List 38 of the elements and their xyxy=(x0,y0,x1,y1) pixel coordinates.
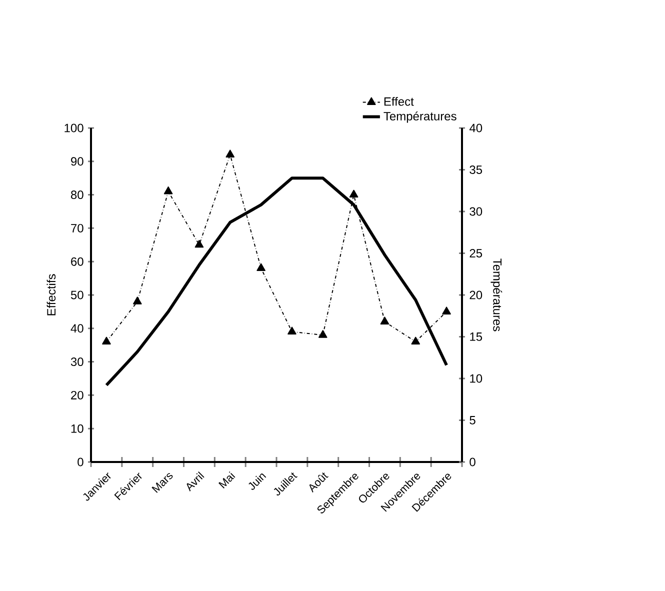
legend-label: Températures xyxy=(384,111,456,123)
y2-tick-label: 35 xyxy=(470,166,482,174)
point xyxy=(164,186,173,194)
x-tick-label: Juin xyxy=(248,474,266,490)
point xyxy=(380,316,390,324)
point xyxy=(349,190,358,198)
point xyxy=(256,263,266,272)
point xyxy=(226,150,235,158)
y-tick-label: 60 xyxy=(71,257,84,266)
y2-tick-label: 20 xyxy=(470,290,482,300)
point xyxy=(288,326,296,334)
point xyxy=(442,306,451,314)
y-tick-label: 30 xyxy=(70,358,84,366)
y2-tick-label: 0 xyxy=(470,458,476,466)
y2-tick-label: 40 xyxy=(469,124,482,132)
y-tick-label: 90 xyxy=(71,157,84,166)
y-tick-label: 100 xyxy=(64,124,84,132)
y2-tick-label: 15 xyxy=(470,332,482,341)
y2-tick-label: 25 xyxy=(470,248,482,258)
point xyxy=(194,240,204,248)
y2-axis-title: Températures xyxy=(490,258,502,332)
y-tick-label: 70 xyxy=(71,224,84,232)
point xyxy=(102,336,111,344)
y-tick-label: 50 xyxy=(70,290,84,300)
point xyxy=(318,330,328,338)
point xyxy=(132,296,142,304)
y-tick-label: 10 xyxy=(71,424,84,433)
x-tick-label: Mai xyxy=(218,471,236,488)
y-tick-label: 80 xyxy=(70,190,84,200)
y-tick-label: 20 xyxy=(71,390,84,400)
y2-tick-label: 5 xyxy=(470,416,476,424)
legend-label: Effect xyxy=(384,96,414,106)
y-axis-title: Effectifs xyxy=(46,274,56,316)
y-tick-label: 0 xyxy=(78,458,84,466)
y-tick-label: 40 xyxy=(70,324,84,333)
y2-tick-label: 10 xyxy=(470,374,482,383)
y2-tick-label: 30 xyxy=(470,207,482,216)
point xyxy=(411,336,420,344)
